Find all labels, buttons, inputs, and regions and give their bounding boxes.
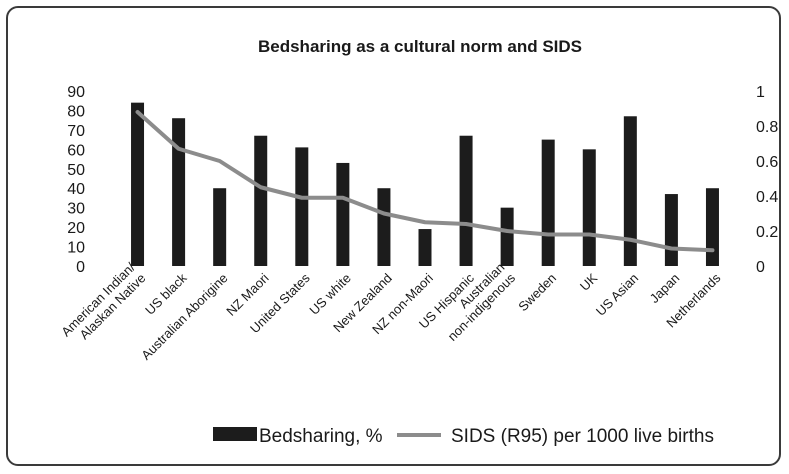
y-left-tick-label: 50 (67, 162, 85, 179)
bar (131, 102, 145, 267)
bar (459, 135, 473, 266)
bar (418, 229, 432, 266)
bar (213, 188, 227, 266)
y-left-tick-label: 10 (67, 240, 85, 257)
y-left-tick-label: 30 (67, 201, 85, 218)
bar (623, 116, 637, 267)
line-series (135, 110, 715, 253)
y-right-tick-label: 0.4 (756, 189, 778, 206)
y-left-tick-label: 80 (67, 103, 85, 120)
y-axis-left: 0 10 20 30 40 50 60 70 80 90 (67, 84, 85, 276)
y-right-tick-label: 0 (756, 259, 765, 276)
bar (295, 147, 309, 266)
category-label-line: UK (577, 270, 601, 294)
sids-line (135, 110, 715, 253)
y-left-tick-label: 0 (76, 259, 85, 276)
y-left-tick-label: 40 (67, 181, 85, 198)
legend-swatch-bedsharing (213, 427, 257, 441)
bar (541, 139, 555, 266)
category-label-line: Sweden (515, 270, 559, 314)
y-right-tick-label: 0.6 (756, 154, 778, 171)
legend-label-bedsharing: Bedsharing, % (259, 426, 383, 447)
chart-title: Bedsharing as a cultural norm and SIDS (258, 37, 582, 56)
y-axis-right: 0 0.2 0.4 0.6 0.8 1 (756, 84, 778, 276)
bar (254, 135, 268, 266)
category-label: Japan (647, 270, 683, 306)
bar (377, 188, 391, 266)
bar (336, 162, 350, 266)
y-left-tick-label: 20 (67, 220, 85, 237)
y-left-tick-label: 70 (67, 123, 85, 140)
bar (172, 118, 186, 266)
y-right-tick-label: 0.8 (756, 119, 778, 136)
category-label: Sweden (515, 270, 559, 314)
bar (500, 207, 514, 266)
bar (582, 149, 596, 266)
category-label-line: US Asian (593, 270, 641, 318)
bar (664, 194, 678, 266)
legend-label-sids: SIDS (R95) per 1000 live births (451, 426, 714, 447)
category-label: UK (577, 270, 601, 294)
y-right-tick-label: 1 (756, 84, 765, 101)
y-left-tick-label: 60 (67, 142, 85, 159)
category-label: US Asian (593, 270, 641, 318)
y-left-tick-label: 90 (67, 84, 85, 101)
bar (705, 188, 719, 266)
bar-series (131, 102, 719, 267)
legend: Bedsharing, % SIDS (R95) per 1000 live b… (213, 426, 714, 447)
y-right-tick-label: 0.2 (756, 224, 778, 241)
category-label-line: Japan (647, 270, 683, 306)
category-label: American Indian/Alaskan Native (58, 259, 148, 342)
